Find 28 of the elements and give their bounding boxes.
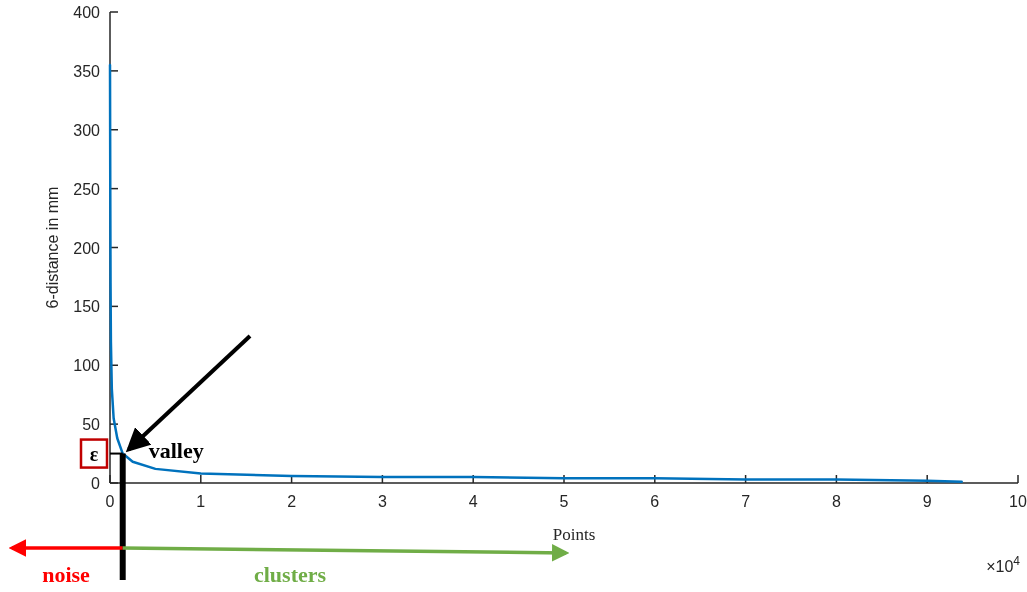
y-axis-title: 6-distance in mm [44,186,61,309]
y-tick-label: 0 [91,475,101,492]
x-axis-title: Points [552,525,596,544]
y-tick-label: 50 [82,416,101,434]
line-series [108,63,963,484]
x-tick-label: 9 [922,493,932,510]
y-tick-label: 250 [73,180,101,198]
x-tick-label: 7 [741,493,751,510]
x-tick-label: 2 [287,493,297,510]
x-tick-label: 4 [468,493,478,510]
x-tick-label: 6 [650,493,660,510]
y-tick-label: 400 [73,4,101,21]
annotation: valley [148,437,204,463]
x-tick-label: 10 [1009,493,1027,510]
text: noise [42,562,91,587]
y-tick-label: 350 [73,62,101,80]
x-tick-label: 1 [196,493,206,510]
x-tick-label: 8 [831,493,841,510]
y-tick-label: 150 [73,298,101,316]
text: ε [89,442,99,465]
y-tick-label: 200 [73,239,101,257]
text: ×10$^{4}$ [986,554,1021,575]
y-tick-label: 300 [73,121,101,139]
y-tick-label: 100 [73,357,101,375]
x-tick-label: 0 [105,493,115,510]
x-tick-label: 5 [559,493,569,510]
x-tick-label: 3 [377,493,387,510]
text: clusters [253,562,327,587]
